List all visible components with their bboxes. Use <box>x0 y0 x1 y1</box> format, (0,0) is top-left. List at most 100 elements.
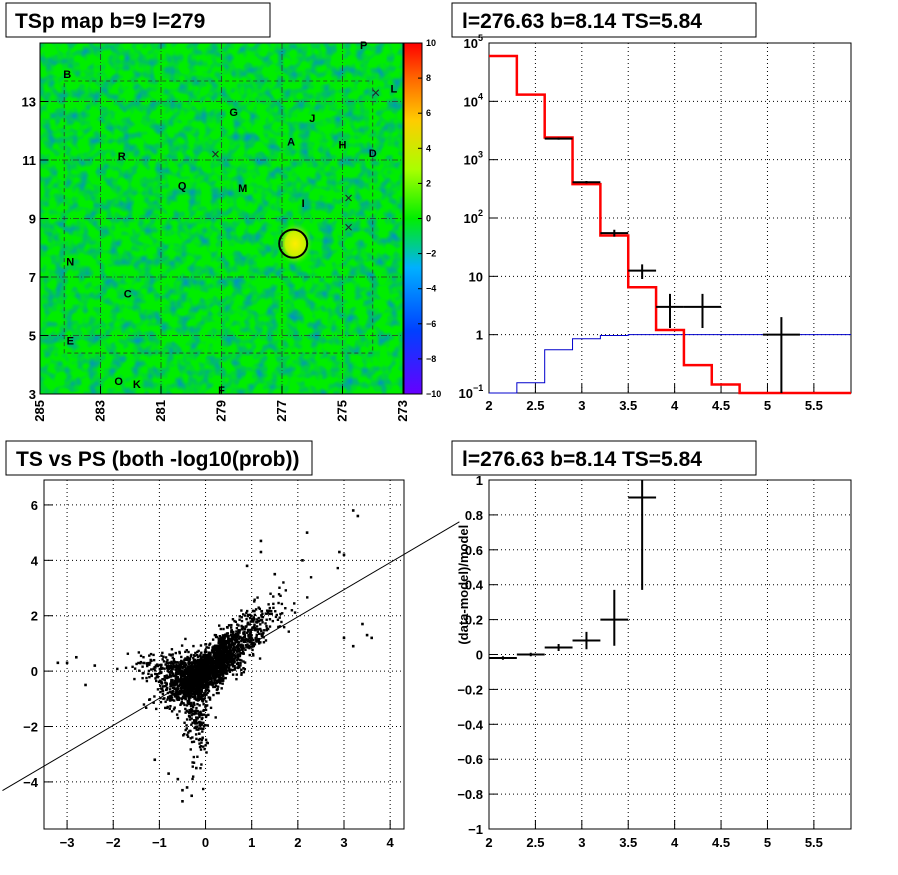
scatter-point <box>225 632 229 635</box>
scatter-point <box>212 685 215 689</box>
scatter-point <box>237 624 240 627</box>
scatter-point <box>254 626 257 630</box>
scatter-point <box>205 704 209 707</box>
scatter-point <box>197 732 201 735</box>
scatter-point <box>204 688 208 692</box>
scatter-point <box>182 670 185 674</box>
scatter-point <box>279 594 282 598</box>
scatter-point <box>216 673 220 677</box>
scatter-point <box>214 654 217 658</box>
scatter-point <box>191 712 195 716</box>
scatter-point <box>213 681 216 685</box>
scatter-point <box>161 658 164 661</box>
scatter-point <box>199 658 202 661</box>
scatter-point <box>204 674 207 678</box>
scatter-point <box>219 663 222 666</box>
scatter-point <box>208 671 211 674</box>
scatter-outlier-point <box>181 800 184 803</box>
scatter-point <box>213 652 216 655</box>
scatter-point <box>185 704 189 707</box>
scatter-outlier-point <box>356 514 360 518</box>
scatter-point <box>178 650 181 654</box>
scatter-point <box>194 712 198 715</box>
scatter-point <box>220 679 224 682</box>
scatter-point <box>165 682 168 685</box>
scatter-point <box>175 696 178 699</box>
scatter-point <box>218 651 221 654</box>
scatter-point <box>194 709 198 712</box>
scatter-point <box>226 654 229 658</box>
scatter-point <box>247 638 250 641</box>
scatter-point <box>225 652 229 656</box>
scatter-outlier-point <box>190 794 193 798</box>
scatter-point <box>211 659 214 662</box>
scatter-point <box>147 663 150 666</box>
scatter-point <box>211 648 214 651</box>
scatter-point <box>137 651 141 654</box>
scatter-point <box>148 675 151 679</box>
scatter-point <box>166 686 169 690</box>
scatter-point <box>260 629 263 632</box>
scatter-point <box>186 691 189 695</box>
scatter-point <box>251 643 254 647</box>
scatter-point <box>190 680 193 683</box>
scatter-point <box>152 667 155 671</box>
scatter-point <box>262 631 265 635</box>
residual-y-tick-label: −1 <box>468 822 483 837</box>
scatter-point <box>147 669 151 673</box>
colorbar-tick-label: 6 <box>426 108 431 118</box>
scatter-point <box>187 650 190 654</box>
scatter-point <box>226 657 230 661</box>
scatter-point <box>203 747 206 751</box>
scatter-point <box>176 685 179 688</box>
scatter-point <box>172 686 176 690</box>
scatter-point <box>207 713 210 717</box>
scatter-point <box>171 691 174 694</box>
scatter-point <box>232 654 235 657</box>
scatter-point <box>235 630 238 633</box>
scatter-point <box>194 716 198 719</box>
scatter-point <box>167 667 171 671</box>
spectrum-y-tick-label: 10 <box>459 386 473 401</box>
scatter-point <box>245 609 249 613</box>
scatter-point <box>195 685 198 688</box>
scatter-point <box>201 730 204 733</box>
scatter-outlier-point <box>365 633 369 637</box>
spectrum-y-tick-label: 10 <box>464 36 478 51</box>
scatter-point <box>137 661 140 665</box>
scatter-point <box>150 659 153 663</box>
scatter-point <box>156 688 160 691</box>
scatter-point <box>240 627 244 630</box>
scatter-point <box>255 625 259 628</box>
scatter-point <box>277 601 280 605</box>
scatter-point <box>254 636 257 640</box>
scatter-point <box>235 634 239 637</box>
source-label: H <box>339 139 347 151</box>
scatter-point <box>212 663 215 667</box>
scatter-point <box>254 608 258 611</box>
scatter-point <box>231 668 234 672</box>
scatter-point <box>188 657 192 661</box>
scatter-point <box>170 648 174 651</box>
scatter-point <box>203 694 206 697</box>
scatter-outlier-point <box>185 786 189 789</box>
scatter-point <box>225 634 229 637</box>
scatter-point <box>190 740 194 744</box>
source-label: J <box>309 113 315 125</box>
spectrum-y-tick-exponent: −1 <box>473 383 483 393</box>
scatter-point <box>179 671 183 674</box>
scatter-point <box>169 675 172 678</box>
scatter-point <box>249 628 252 632</box>
scatter-point <box>253 618 256 621</box>
scatter-point <box>233 664 236 668</box>
scatter-point <box>156 664 160 668</box>
scatter-point <box>161 651 164 655</box>
scatter-point <box>236 656 239 659</box>
scatter-point <box>229 650 233 653</box>
scatter-point <box>248 632 252 635</box>
scatter-point <box>243 634 247 637</box>
scatter-point <box>214 673 218 676</box>
scatter-point <box>196 702 199 706</box>
source-label: A <box>287 136 295 148</box>
tsmap-region-box <box>63 80 374 354</box>
